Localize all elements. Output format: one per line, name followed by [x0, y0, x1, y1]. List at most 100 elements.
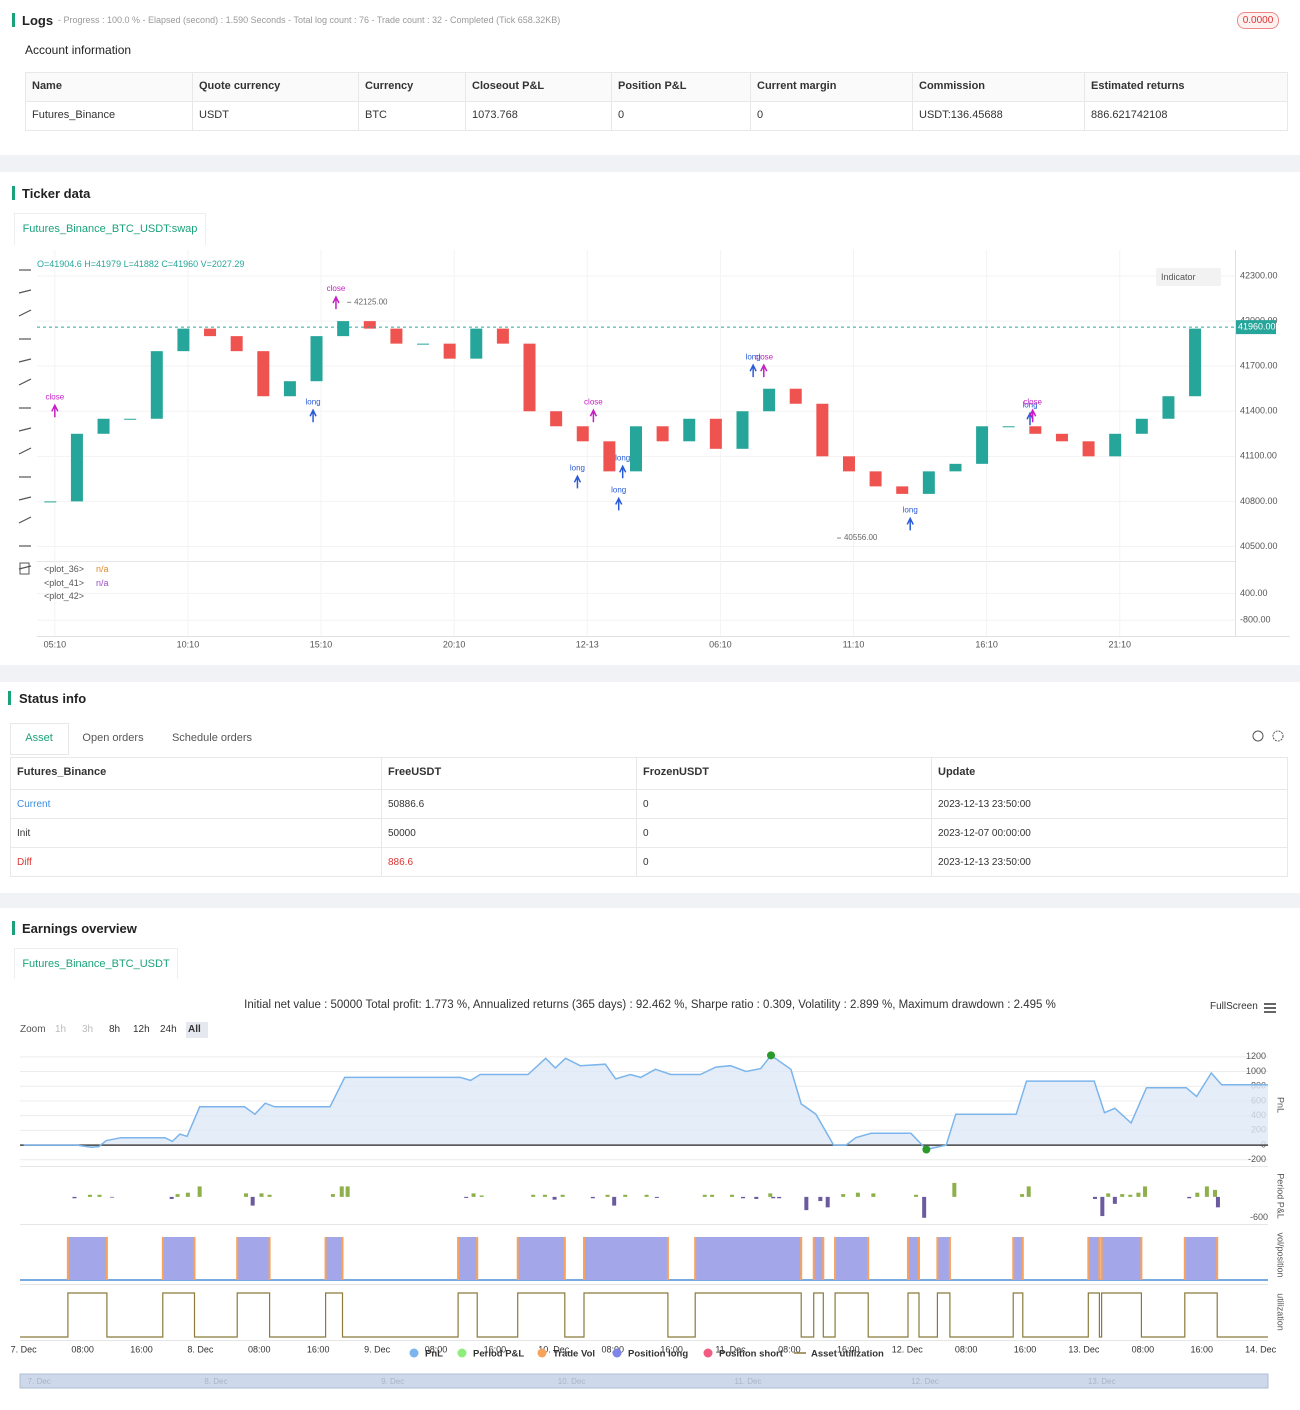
candle — [1082, 441, 1095, 457]
legend-value: n/a — [96, 564, 109, 574]
trash-icon[interactable] — [19, 562, 30, 575]
utilization-line — [20, 1292, 1268, 1338]
candle — [417, 343, 430, 345]
table-cell: 0 — [643, 799, 649, 810]
candle — [816, 403, 829, 457]
period-bar — [197, 1186, 202, 1197]
fullscreen-button[interactable]: FullScreen — [1210, 1001, 1258, 1012]
period-bar — [330, 1194, 335, 1197]
period-bar — [623, 1194, 628, 1197]
x-tick-label: 06:10 — [709, 639, 732, 649]
position-edge — [834, 1237, 870, 1280]
x-tick-label: 08:00 — [778, 1344, 801, 1354]
period-bar — [1187, 1196, 1192, 1199]
legend-label[interactable]: Trade Vol — [553, 1349, 595, 1360]
table-header: Closeout P&L — [472, 80, 545, 92]
legend-label[interactable]: Position long — [628, 1349, 688, 1360]
candle — [603, 441, 616, 472]
section-title: Ticker data — [22, 186, 91, 201]
legend-label[interactable]: Period P&L — [473, 1349, 524, 1360]
table-cell: 50886.6 — [388, 799, 425, 810]
signal-arrow — [906, 516, 914, 531]
position-edge — [1012, 1237, 1024, 1280]
x-tick-label: 7. Dec — [11, 1344, 38, 1354]
x-tick-label: 11:10 — [843, 639, 865, 649]
tool-icon[interactable] — [18, 309, 32, 317]
legend-label[interactable]: Position short — [719, 1349, 784, 1360]
candle — [70, 433, 83, 502]
period-bar — [1120, 1194, 1125, 1197]
position-edge — [694, 1237, 803, 1280]
candle — [550, 411, 563, 427]
navigator-label: 11. Dec — [735, 1377, 762, 1386]
position-edge — [236, 1237, 271, 1280]
subsection-title: Account information — [25, 43, 132, 57]
legend-label[interactable]: PnL — [425, 1349, 443, 1360]
cloud-icon[interactable] — [1252, 730, 1264, 742]
x-tick-label: 08:00 — [601, 1344, 624, 1354]
position-block — [583, 1237, 668, 1280]
zoom-button[interactable]: 24h — [160, 1024, 177, 1035]
signal-arrow — [760, 363, 768, 378]
period-bar — [244, 1193, 249, 1197]
tool-icon[interactable] — [18, 289, 32, 294]
candle — [576, 426, 589, 442]
period-bar — [72, 1196, 77, 1199]
navigator-label: 8. Dec — [204, 1377, 227, 1386]
period-bar — [267, 1194, 272, 1197]
tab[interactable]: Asset — [25, 732, 53, 744]
panel-title: PnL — [1276, 1097, 1286, 1113]
position-block — [695, 1237, 802, 1280]
candle — [763, 388, 776, 412]
candle — [1109, 433, 1122, 457]
zoom-button[interactable]: 12h — [133, 1024, 150, 1035]
tab[interactable]: Schedule orders — [171, 732, 253, 744]
legend-label[interactable]: Asset utilization — [811, 1349, 884, 1360]
period-bar — [1092, 1196, 1097, 1199]
indicator-button[interactable]: Indicator — [1156, 268, 1221, 286]
zoom-button[interactable]: 1h — [55, 1024, 67, 1035]
candle — [150, 351, 163, 419]
x-tick-label: 8. Dec — [187, 1344, 214, 1354]
candle — [896, 486, 909, 494]
signal-label: long — [1022, 400, 1037, 409]
period-bar — [1020, 1194, 1025, 1197]
period-bar — [464, 1196, 469, 1198]
tab[interactable]: Futures_Binance_BTC_USDT — [14, 948, 178, 979]
zoom-button[interactable]: 8h — [109, 1024, 121, 1035]
tab[interactable]: Open orders — [82, 732, 144, 744]
tool-icon[interactable] — [18, 378, 32, 386]
table-header: Commission — [919, 80, 986, 92]
x-tick-label: 13. Dec — [1068, 1344, 1100, 1354]
tool-icon[interactable] — [18, 358, 32, 363]
navigator[interactable] — [19, 1373, 1269, 1389]
legend-symbol — [612, 1348, 622, 1358]
tab-frame — [10, 723, 69, 755]
signal-label: long — [615, 453, 630, 462]
zoom-button[interactable]: All — [188, 1024, 201, 1035]
tool-icon[interactable] — [18, 447, 32, 455]
candle — [257, 351, 270, 397]
period-bar — [250, 1196, 255, 1206]
x-tick-label: 16:00 — [484, 1344, 507, 1354]
candle — [709, 418, 722, 449]
tool-icon[interactable] — [18, 496, 32, 501]
tool-icon[interactable] — [18, 516, 32, 524]
period-bar — [952, 1182, 957, 1197]
table-header: Name — [32, 80, 62, 92]
table-header: Current margin — [757, 80, 837, 92]
legend-symbol — [537, 1348, 547, 1358]
signal-arrow — [589, 408, 598, 423]
position-edge — [457, 1237, 479, 1280]
button-label: Indicator — [1161, 272, 1196, 282]
period-bar — [841, 1194, 846, 1197]
tool-icon[interactable] — [18, 427, 32, 432]
tab[interactable]: Futures_Binance_BTC_USDT:swap — [14, 213, 206, 245]
x-tick-label: 10:10 — [177, 639, 200, 649]
settings-icon[interactable] — [1272, 730, 1284, 742]
zoom-button[interactable]: 3h — [82, 1024, 94, 1035]
x-tick-label: 16:00 — [837, 1344, 860, 1354]
position-edge — [161, 1237, 196, 1280]
period-bar — [771, 1196, 776, 1199]
position-edge — [1100, 1237, 1143, 1280]
